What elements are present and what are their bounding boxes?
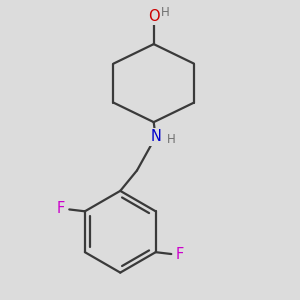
Text: O: O: [148, 9, 160, 24]
Text: H: H: [167, 134, 176, 146]
Text: H: H: [160, 6, 169, 19]
Text: F: F: [175, 247, 184, 262]
Text: F: F: [57, 201, 65, 216]
Text: N: N: [150, 130, 161, 145]
